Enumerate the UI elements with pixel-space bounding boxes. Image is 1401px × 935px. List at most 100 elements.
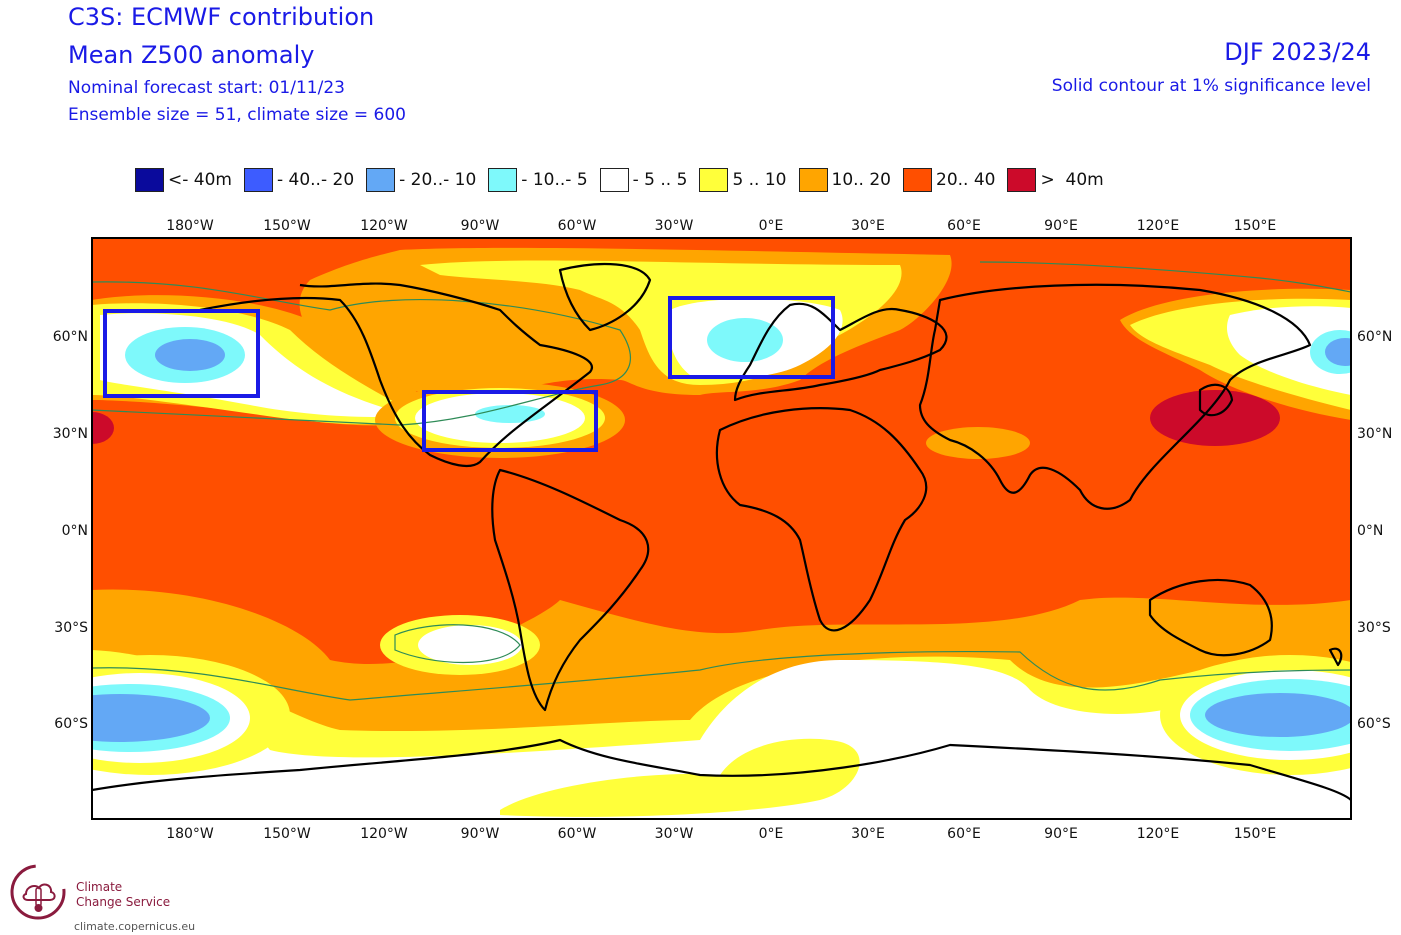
legend-label: - 5 .. 5	[632, 170, 688, 190]
coast-japan	[1198, 383, 1234, 417]
legend-label: 5 .. 10	[732, 170, 787, 190]
legend-item: > 40m	[1007, 168, 1104, 192]
lat-tick-label: 0°N	[62, 523, 88, 539]
lat-tick-label: 30°S	[1357, 620, 1391, 636]
lon-tick-label: 180°W	[166, 218, 214, 234]
legend-item: 20.. 40	[903, 168, 995, 192]
lon-tick-label: 150°W	[263, 218, 311, 234]
ensemble-size: Ensemble size = 51, climate size = 600	[68, 105, 406, 125]
anomaly-westedge-high	[92, 412, 114, 444]
anomaly-npac-lightblue	[155, 339, 225, 371]
anomaly-japan-high	[1150, 390, 1280, 446]
legend-item: - 40..- 20	[243, 168, 355, 192]
lat-tick-label: 60°N	[1357, 329, 1392, 345]
anomaly-sp-low-lightblue	[92, 694, 210, 742]
coast-greenland	[558, 262, 652, 332]
lat-tick-label: 30°S	[54, 620, 88, 636]
legend-swatch	[243, 168, 273, 192]
anomaly-nwpac-white	[1227, 306, 1351, 395]
anomaly-sw-atlantic-white	[418, 625, 522, 665]
legend-item: <- 40m	[135, 168, 232, 192]
legend-label: - 20..- 10	[399, 170, 477, 190]
sig-contour-arctic	[979, 261, 1351, 293]
lat-tick-label: 60°N	[53, 329, 88, 345]
coast-asia	[918, 283, 1312, 510]
legend-swatch	[366, 168, 396, 192]
lon-tick-label: 90°W	[461, 218, 500, 234]
coast-antarctica	[92, 738, 1351, 801]
legend-swatch	[135, 168, 164, 192]
lon-tick-label: 150°E	[1234, 826, 1277, 842]
sig-contour-swatl	[394, 624, 521, 664]
legend-swatch	[1007, 168, 1037, 192]
legend-swatch	[798, 168, 828, 192]
lon-ticks-top: 180°W 150°W 120°W 90°W 60°W 30°W 0°E 30°…	[166, 218, 1276, 234]
logo-name-line2: Change Service	[76, 895, 171, 909]
lon-tick-label: 30°E	[851, 218, 885, 234]
climate-logo-icon	[10, 864, 66, 920]
lon-tick-label: 60°W	[558, 218, 597, 234]
lat-tick-label: 60°S	[54, 716, 88, 732]
legend-swatch	[488, 168, 518, 192]
lat-tick-label: 0°N	[1357, 523, 1383, 539]
highlight-box-europe	[668, 296, 835, 379]
coast-europe	[733, 302, 948, 402]
coast-newzealand	[1328, 647, 1343, 667]
title-line2: Mean Z500 anomaly	[68, 41, 315, 69]
coastlines	[92, 262, 1351, 801]
coast-north-america	[199, 282, 593, 468]
lon-tick-label: 0°E	[759, 218, 784, 234]
lon-tick-label: 90°W	[461, 826, 500, 842]
anomaly-arabia-orange	[926, 427, 1030, 459]
lon-tick-label: 150°E	[1234, 218, 1277, 234]
lon-tick-label: 120°W	[360, 826, 408, 842]
legend-swatch	[599, 168, 629, 192]
lon-tick-label: 60°E	[947, 218, 981, 234]
lat-ticks-right: 60°N 30°N 0°N 30°S 60°S	[1357, 329, 1392, 732]
highlight-box-united-states	[422, 390, 598, 452]
highlight-box-north-pacific	[103, 309, 260, 398]
logo-name-line1: Climate	[76, 880, 123, 894]
lon-tick-label: 180°W	[166, 826, 214, 842]
lon-tick-label: 60°W	[558, 826, 597, 842]
lat-ticks-left: 60°N 30°N 0°N 30°S 60°S	[53, 329, 88, 732]
map-field	[92, 238, 1351, 819]
lon-tick-label: 90°E	[1044, 826, 1078, 842]
lat-tick-label: 30°N	[53, 426, 88, 442]
legend-label: 20.. 40	[936, 170, 996, 190]
anomaly-nwpac-lightblue	[1325, 338, 1351, 366]
color-legend: <- 40m - 40..- 20 - 20..- 10 - 10..- 5 -…	[135, 167, 1116, 193]
significance-contours	[92, 261, 1351, 701]
highlight-boxes	[103, 296, 835, 452]
anomaly-antarctic-white	[92, 660, 1351, 819]
anomaly-europe-cyan	[707, 318, 783, 362]
title-line1: C3S: ECMWF contribution	[68, 3, 375, 31]
legend-label: > 40m	[1040, 170, 1104, 190]
anomaly-antarctic-yellow	[500, 738, 860, 817]
legend-item: 10.. 20	[798, 168, 891, 192]
logo-url: climate.copernicus.eu	[74, 920, 196, 933]
lon-tick-label: 120°E	[1137, 826, 1180, 842]
significance-note: Solid contour at 1% significance level	[1051, 76, 1371, 96]
anomaly-sp-low-right-lightblue	[1205, 693, 1351, 737]
lon-tick-label: 30°E	[851, 826, 885, 842]
legend-swatch	[903, 168, 932, 192]
coast-south-america	[491, 468, 650, 712]
coast-australia	[1148, 578, 1273, 657]
lon-ticks-bottom: 180°W 150°W 120°W 90°W 60°W 30°W 0°E 30°…	[166, 826, 1276, 842]
lon-tick-label: 60°E	[947, 826, 981, 842]
forecast-start: Nominal forecast start: 01/11/23	[68, 78, 345, 98]
map-frame	[91, 237, 1352, 820]
legend-label: - 40..- 20	[276, 170, 355, 190]
lon-tick-label: 30°W	[655, 826, 694, 842]
copernicus-logo: Climate Change Service climate.copernicu…	[6, 858, 206, 933]
lat-tick-label: 30°N	[1357, 426, 1392, 442]
season-label: DJF 2023/24	[1224, 38, 1371, 66]
legend-swatch	[699, 168, 729, 192]
coast-africa	[715, 407, 928, 632]
legend-label: - 10..- 5	[521, 170, 588, 190]
lat-tick-label: 60°S	[1357, 716, 1391, 732]
legend-label: 10.. 20	[831, 170, 891, 190]
lon-tick-label: 120°W	[360, 218, 408, 234]
